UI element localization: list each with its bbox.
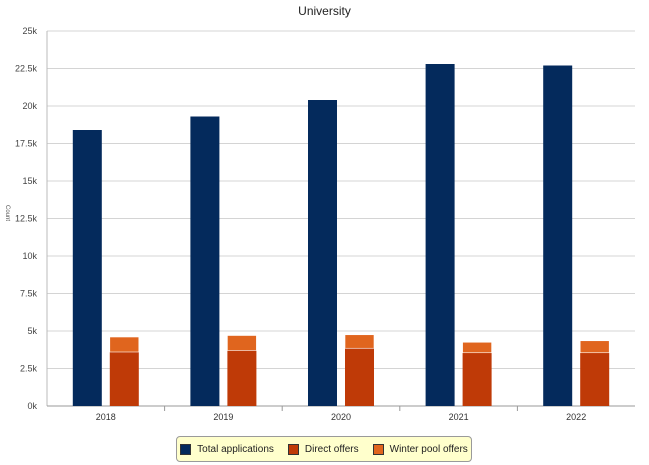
x-tick-label: 2020 — [331, 412, 351, 422]
legend-item-winter-pool-offers: Winter pool offers — [372, 443, 468, 455]
legend-swatch-total-applications — [180, 443, 192, 455]
bar-total-applications — [190, 116, 220, 406]
y-tick-label: 15k — [22, 176, 37, 186]
y-tick-label: 0k — [27, 401, 37, 411]
bar-total-applications — [308, 100, 337, 406]
legend-label-total-applications: Total applications — [197, 443, 274, 455]
legend-item-direct-offers: Direct offers — [287, 443, 359, 455]
bar-direct-offers — [109, 352, 139, 406]
bar-direct-offers — [580, 352, 610, 406]
bar-winter-pool-offers — [462, 341, 492, 354]
legend-item-total-applications: Total applications — [180, 443, 274, 455]
legend-swatch-winter-pool-offers — [372, 443, 384, 455]
y-tick-label: 12.5k — [15, 214, 38, 224]
x-tick-label: 2021 — [449, 412, 469, 422]
y-tick-label: 20k — [22, 101, 37, 111]
legend-label-direct-offers: Direct offers — [304, 443, 359, 455]
plot-area: 0k 2.5k 5k 7.5k 10k 12.5k 15k 17.5k 20k 22.5k 25k 2… — [15, 26, 635, 422]
x-tick-label: 2019 — [213, 412, 233, 422]
bar-winter-pool-offers — [227, 335, 257, 351]
y-tick-label: 7.5k — [20, 289, 38, 299]
x-tick-label: 2022 — [566, 412, 586, 422]
y-tick-label: 22.5k — [15, 64, 38, 74]
y-tick-label: 5k — [27, 326, 37, 336]
bar-winter-pool-offers — [579, 340, 610, 354]
bar-total-applications — [425, 64, 455, 406]
bar-total-applications — [543, 65, 573, 406]
y-tick-label: 10k — [22, 251, 37, 261]
bar-winter-pool-offers — [109, 336, 140, 353]
legend: Total applications Direct offers Winter … — [176, 436, 472, 462]
bar-direct-offers — [227, 350, 257, 406]
bar-direct-offers — [462, 352, 492, 406]
legend-label-winter-pool-offers: Winter pool offers — [389, 443, 468, 455]
bar-winter-pool-offers — [344, 334, 375, 349]
bar-total-applications — [72, 130, 102, 406]
chart-title: University — [298, 4, 351, 18]
x-tick-label: 2018 — [96, 412, 116, 422]
y-tick-label: 25k — [22, 26, 37, 36]
bar-direct-offers — [345, 348, 374, 406]
legend-swatch-direct-offers — [287, 443, 299, 455]
y-tick-label: 17.5k — [15, 139, 38, 149]
y-tick-label: 2.5k — [20, 364, 38, 374]
